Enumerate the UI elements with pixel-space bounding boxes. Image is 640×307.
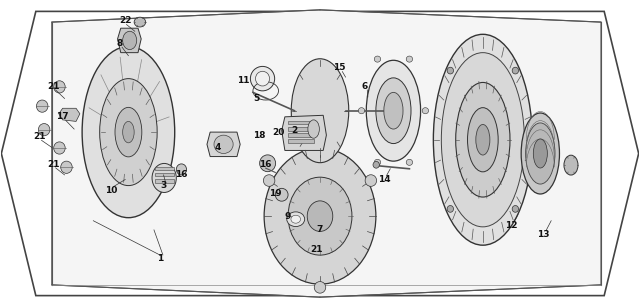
Text: 19: 19 [269,189,282,198]
Ellipse shape [406,159,413,165]
Bar [156,173,174,177]
Bar [288,121,314,124]
Ellipse shape [447,67,454,74]
Text: 21: 21 [310,245,323,254]
Ellipse shape [374,159,381,165]
Polygon shape [52,10,601,297]
Ellipse shape [214,135,233,154]
Ellipse shape [287,212,305,227]
Ellipse shape [250,66,275,91]
Ellipse shape [38,123,50,136]
Ellipse shape [54,142,65,154]
Text: 3: 3 [161,181,166,190]
Ellipse shape [291,215,301,223]
Ellipse shape [152,163,176,192]
Text: 18: 18 [253,131,266,140]
Ellipse shape [384,92,403,129]
Ellipse shape [176,164,186,175]
Ellipse shape [100,79,157,186]
Text: 16: 16 [175,170,187,179]
Ellipse shape [82,47,175,218]
Bar [156,180,174,183]
Ellipse shape [54,81,65,93]
Ellipse shape [264,175,275,186]
Text: 2: 2 [291,126,298,135]
Ellipse shape [314,282,326,293]
Ellipse shape [134,17,146,27]
Text: 1: 1 [157,255,163,263]
Ellipse shape [512,206,518,212]
Ellipse shape [433,34,532,245]
Text: 4: 4 [214,143,221,152]
Text: 9: 9 [285,212,291,221]
Ellipse shape [288,177,352,255]
Text: 10: 10 [105,186,117,195]
Ellipse shape [123,31,137,50]
Ellipse shape [366,60,420,161]
Text: 6: 6 [362,82,368,91]
Ellipse shape [61,161,72,173]
Ellipse shape [447,206,454,212]
Text: 21: 21 [33,132,45,141]
Text: 15: 15 [333,64,346,72]
Bar [288,139,314,143]
Ellipse shape [376,78,411,144]
Ellipse shape [456,83,510,197]
Polygon shape [118,28,141,52]
Ellipse shape [264,148,376,284]
Polygon shape [282,115,326,150]
Polygon shape [207,132,240,157]
Ellipse shape [422,108,429,114]
Bar [288,127,314,130]
Ellipse shape [476,124,490,155]
Text: 16: 16 [259,160,272,169]
Text: 22: 22 [119,16,131,25]
Ellipse shape [533,139,547,168]
Text: 5: 5 [253,94,259,103]
Bar [156,167,174,170]
Text: 13: 13 [537,230,550,239]
Text: 21: 21 [47,82,60,91]
Ellipse shape [36,100,48,112]
Ellipse shape [442,52,524,227]
Ellipse shape [358,108,365,114]
Text: 14: 14 [378,175,390,184]
Text: 11: 11 [237,76,250,85]
Ellipse shape [521,113,559,194]
Text: 17: 17 [56,112,69,121]
Text: 8: 8 [117,39,124,48]
Ellipse shape [564,155,578,175]
Ellipse shape [373,161,380,168]
Polygon shape [1,11,639,296]
Ellipse shape [406,56,413,62]
Text: 21: 21 [47,160,60,169]
Ellipse shape [260,155,276,172]
Ellipse shape [307,201,333,231]
Polygon shape [59,108,80,121]
Ellipse shape [467,108,498,172]
Ellipse shape [374,56,381,62]
Ellipse shape [255,71,269,86]
Ellipse shape [512,67,518,74]
Ellipse shape [115,107,142,157]
Ellipse shape [308,120,319,138]
Ellipse shape [365,175,376,186]
Ellipse shape [275,188,288,201]
Ellipse shape [291,59,349,163]
Ellipse shape [123,121,134,143]
Text: 7: 7 [317,225,323,235]
Ellipse shape [525,123,555,184]
Text: 20: 20 [272,128,285,137]
Text: 12: 12 [506,221,518,230]
Bar [288,133,314,137]
